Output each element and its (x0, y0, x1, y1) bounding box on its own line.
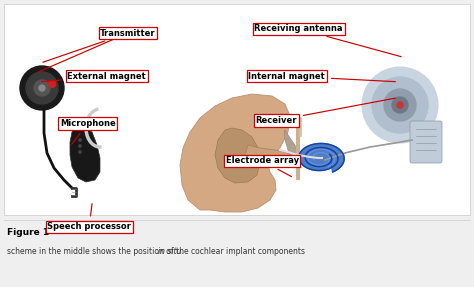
Text: Speech processor: Speech processor (47, 204, 131, 231)
Circle shape (79, 151, 81, 153)
FancyBboxPatch shape (410, 121, 442, 163)
Text: Figure 1: Figure 1 (7, 228, 49, 237)
Circle shape (362, 67, 438, 143)
Circle shape (79, 139, 81, 141)
Text: Electrode array: Electrode array (226, 156, 299, 177)
Circle shape (392, 97, 408, 113)
Text: Microphone: Microphone (60, 119, 116, 144)
Circle shape (26, 72, 58, 104)
Bar (4, 4, 470, 215)
Polygon shape (299, 144, 344, 172)
Polygon shape (215, 128, 260, 183)
Polygon shape (180, 94, 290, 212)
Circle shape (39, 85, 45, 91)
Polygon shape (284, 130, 298, 162)
Text: Receiver: Receiver (255, 98, 395, 125)
Text: Receiving antenna: Receiving antenna (255, 24, 401, 57)
Circle shape (20, 66, 64, 110)
Polygon shape (245, 145, 292, 167)
Circle shape (48, 80, 55, 88)
Circle shape (79, 145, 81, 147)
Circle shape (384, 89, 416, 121)
Text: in situ.: in situ. (158, 247, 184, 256)
Text: Transmitter: Transmitter (43, 28, 156, 62)
Text: Internal magnet: Internal magnet (248, 71, 395, 82)
Circle shape (372, 77, 428, 133)
Circle shape (397, 102, 403, 108)
Circle shape (34, 80, 50, 96)
Polygon shape (70, 125, 100, 182)
Text: scheme in the middle shows the position of the cochlear implant components: scheme in the middle shows the position … (7, 247, 305, 256)
Text: External magnet: External magnet (42, 71, 146, 82)
